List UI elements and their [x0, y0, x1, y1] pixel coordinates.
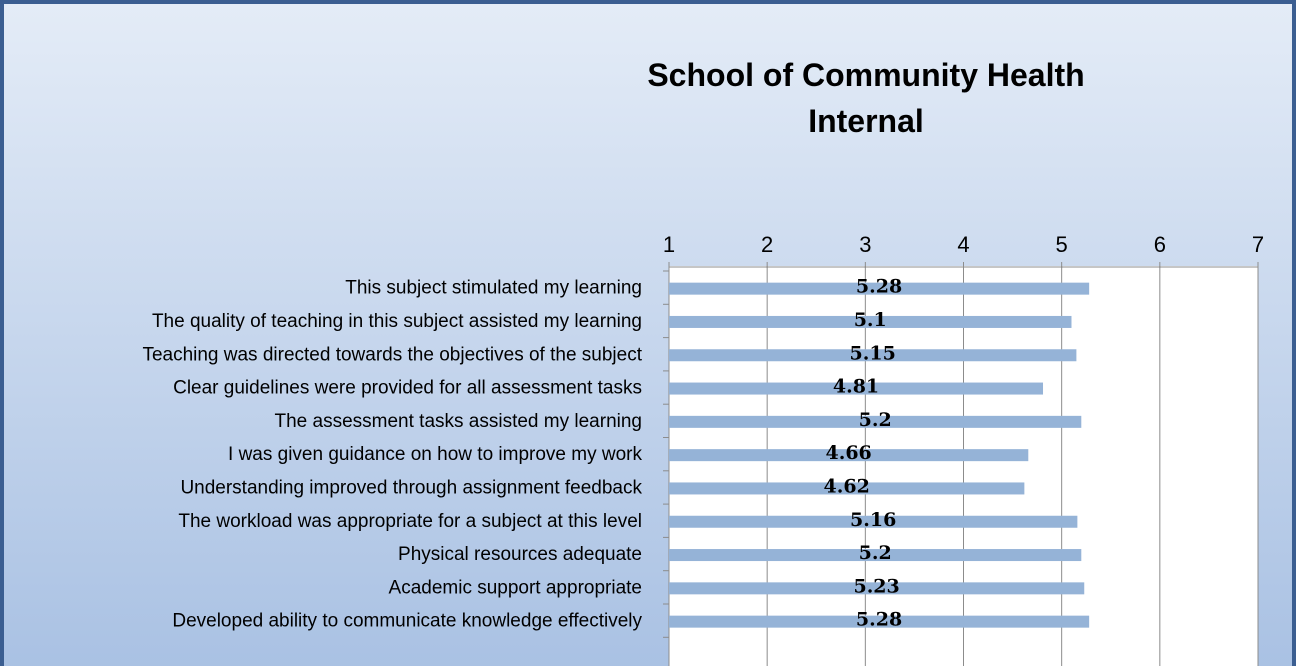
- y-tick-label: Academic support appropriate: [389, 577, 642, 598]
- data-label: 5.2: [859, 409, 892, 431]
- bar: [669, 349, 1077, 362]
- y-tick-label: The workload was appropriate for a subje…: [178, 511, 642, 532]
- bar: [669, 415, 1082, 428]
- data-label: 4.66: [826, 442, 872, 464]
- data-label: 4.81: [833, 376, 879, 398]
- y-tick-label: I was given guidance on how to improve m…: [228, 444, 642, 465]
- data-label: 5.28: [856, 276, 902, 298]
- x-tick-label: 1: [663, 232, 675, 257]
- bar: [669, 315, 1072, 328]
- y-tick-label: Clear guidelines were provided for all a…: [173, 378, 642, 399]
- bar: [669, 449, 1029, 462]
- bar: [669, 515, 1078, 528]
- bar: [669, 549, 1082, 562]
- y-tick-label: The assessment tasks assisted my learnin…: [275, 411, 643, 432]
- chart-title: School of Community Health Internal: [647, 57, 1084, 139]
- bar: [669, 282, 1090, 295]
- x-tick-label: 4: [957, 232, 969, 257]
- data-label: 5.28: [856, 609, 902, 631]
- y-tick-label: The quality of teaching in this subject …: [152, 311, 642, 332]
- x-tick-label: 3: [859, 232, 871, 257]
- y-tick-label: Understanding improved through assignmen…: [180, 477, 642, 498]
- data-label: 5.16: [850, 509, 896, 531]
- x-tick-label: 5: [1056, 232, 1068, 257]
- bar: [669, 382, 1044, 395]
- data-label: 5.1: [854, 309, 887, 331]
- bar: [669, 615, 1090, 628]
- x-tick-label: 2: [761, 232, 773, 257]
- y-tick-label: Physical resources adequate: [398, 544, 642, 565]
- bar: [669, 482, 1025, 495]
- data-label: 5.2: [859, 542, 892, 564]
- y-tick-label: Developed ability to communicate knowled…: [172, 611, 642, 632]
- y-tick-label: This subject stimulated my learning: [345, 278, 642, 299]
- y-tick-label: Teaching was directed towards the object…: [142, 344, 642, 365]
- x-tick-label: 7: [1252, 232, 1264, 257]
- data-label: 5.23: [853, 575, 899, 597]
- data-label: 4.62: [824, 475, 870, 497]
- bar: [669, 582, 1085, 595]
- data-label: 5.15: [850, 342, 896, 364]
- x-tick-label: 6: [1154, 232, 1166, 257]
